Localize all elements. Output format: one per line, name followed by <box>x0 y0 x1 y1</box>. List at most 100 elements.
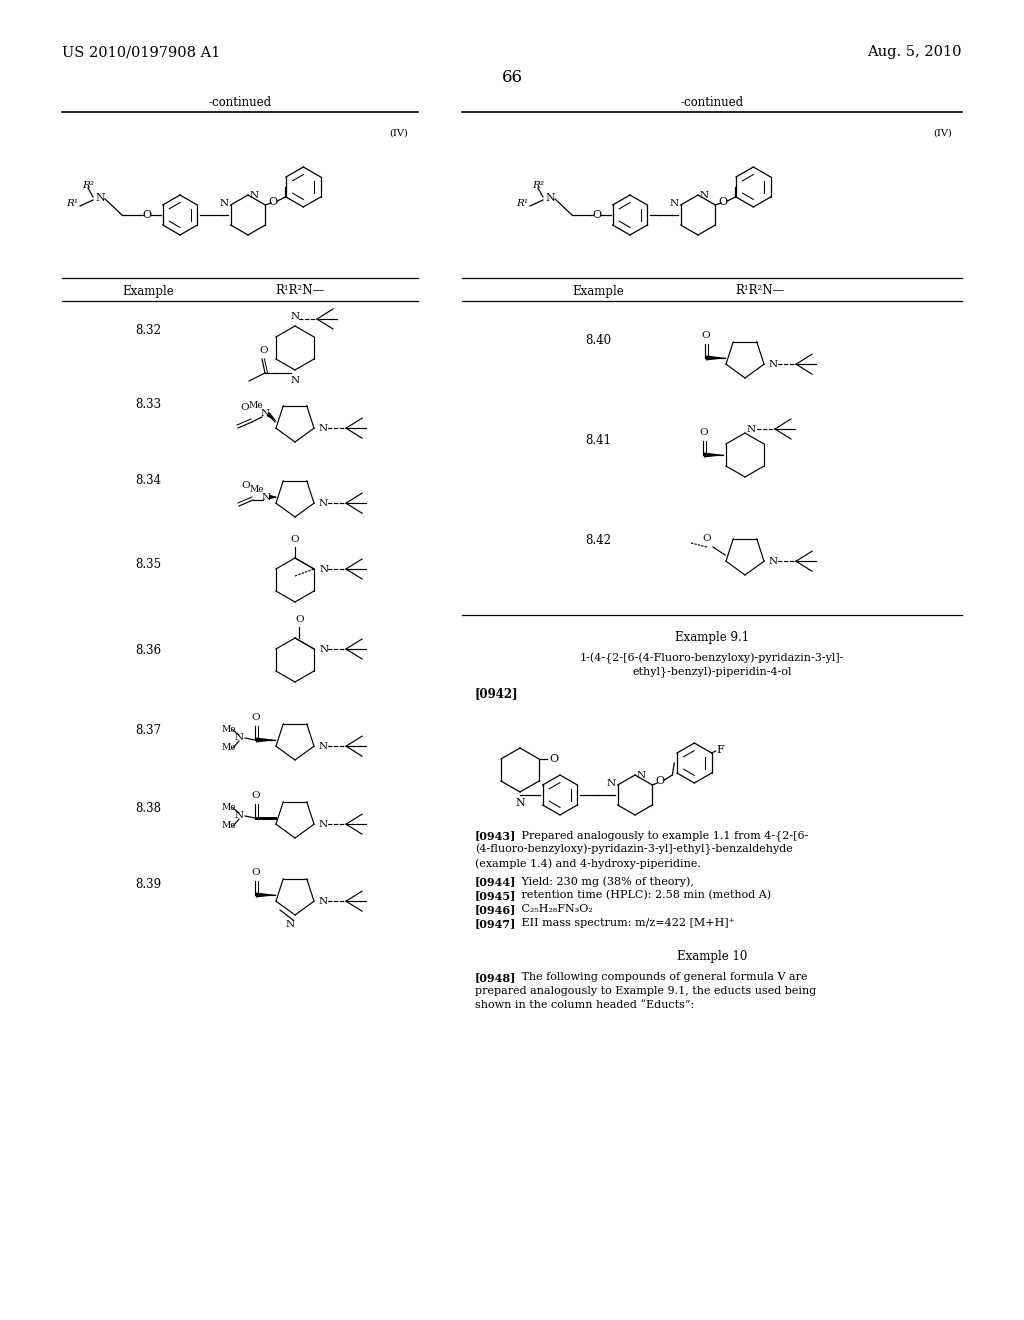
Text: O: O <box>241 403 249 412</box>
Polygon shape <box>266 412 278 422</box>
Text: The following compounds of general formula V are: The following compounds of general formu… <box>511 972 808 982</box>
Text: EII mass spectrum: m/z=422 [M+H]⁺: EII mass spectrum: m/z=422 [M+H]⁺ <box>511 917 734 928</box>
Text: N: N <box>250 190 259 199</box>
Text: N: N <box>700 190 710 199</box>
Text: O: O <box>252 713 260 722</box>
Text: [0947]: [0947] <box>475 917 516 929</box>
Text: 8.41: 8.41 <box>585 433 611 446</box>
Text: O: O <box>655 776 665 785</box>
Text: N: N <box>746 425 756 433</box>
Text: O: O <box>252 791 260 800</box>
Text: N: N <box>768 557 777 566</box>
Text: Example 9.1: Example 9.1 <box>675 631 750 644</box>
Text: 8.39: 8.39 <box>135 879 161 891</box>
Text: N: N <box>318 424 327 433</box>
Text: Example: Example <box>572 285 624 297</box>
Text: N: N <box>261 492 270 502</box>
Text: N: N <box>319 644 328 653</box>
Text: N: N <box>606 780 615 788</box>
Text: [0942]: [0942] <box>475 688 518 701</box>
Text: N: N <box>768 359 777 368</box>
Text: O: O <box>242 480 250 490</box>
Text: Me: Me <box>221 821 237 830</box>
Text: [0945]: [0945] <box>475 890 516 902</box>
Polygon shape <box>706 355 727 360</box>
Text: Prepared analogously to example 1.1 from 4-{2-[6-: Prepared analogously to example 1.1 from… <box>511 830 808 841</box>
Text: N: N <box>318 499 327 508</box>
Text: (4-fluoro-benzyloxy)-pyridazin-3-yl]-ethyl}-benzaldehyde: (4-fluoro-benzyloxy)-pyridazin-3-yl]-eth… <box>475 843 793 855</box>
Text: O: O <box>701 331 711 341</box>
Text: R²: R² <box>532 181 544 190</box>
Text: 8.32: 8.32 <box>135 323 161 337</box>
Text: O: O <box>719 197 728 207</box>
Text: 66: 66 <box>502 70 522 87</box>
Text: 8.35: 8.35 <box>135 558 161 572</box>
Text: 8.34: 8.34 <box>135 474 161 487</box>
Text: Aug. 5, 2010: Aug. 5, 2010 <box>867 45 962 59</box>
Text: O: O <box>702 535 712 543</box>
Text: N: N <box>545 193 555 203</box>
Text: [0943]: [0943] <box>475 830 516 841</box>
Text: R²: R² <box>82 181 94 190</box>
Text: N: N <box>286 920 295 929</box>
Text: R¹: R¹ <box>516 198 528 207</box>
Text: shown in the column headed “Educts”:: shown in the column headed “Educts”: <box>475 1001 694 1010</box>
Text: O: O <box>291 536 299 544</box>
Text: N: N <box>670 199 679 209</box>
Text: (IV): (IV) <box>389 128 408 137</box>
Text: C₂₅H₂₈FN₃O₂: C₂₅H₂₈FN₃O₂ <box>511 904 593 913</box>
Text: R¹R²N—: R¹R²N— <box>735 285 784 297</box>
Text: N: N <box>234 812 244 821</box>
Polygon shape <box>269 495 278 499</box>
Text: (IV): (IV) <box>933 128 952 137</box>
Text: O: O <box>296 615 304 624</box>
Text: [0948]: [0948] <box>475 972 516 983</box>
Text: O: O <box>252 869 260 876</box>
Text: Me: Me <box>221 726 237 734</box>
Polygon shape <box>256 892 278 898</box>
Text: [0946]: [0946] <box>475 904 516 915</box>
Text: N: N <box>318 742 327 751</box>
Text: N: N <box>515 799 525 808</box>
Text: 8.36: 8.36 <box>135 644 161 656</box>
Text: N: N <box>291 376 300 385</box>
Text: O: O <box>259 346 268 355</box>
Text: 8.42: 8.42 <box>585 533 611 546</box>
Text: N: N <box>219 199 228 209</box>
Text: N: N <box>637 771 646 780</box>
Text: O: O <box>268 197 278 207</box>
Text: Example: Example <box>122 285 174 297</box>
Text: Me: Me <box>249 401 263 411</box>
Text: O: O <box>593 210 601 220</box>
Text: O: O <box>549 754 558 764</box>
Text: [0944]: [0944] <box>475 876 516 887</box>
Text: F: F <box>717 744 724 755</box>
Text: N: N <box>95 193 104 203</box>
Text: 8.37: 8.37 <box>135 723 161 737</box>
Text: Me: Me <box>221 743 237 752</box>
Text: N: N <box>260 409 269 418</box>
Text: Me: Me <box>250 484 264 494</box>
Text: 8.33: 8.33 <box>135 399 161 412</box>
Text: N: N <box>234 734 244 742</box>
Text: (example 1.4) and 4-hydroxy-piperidine.: (example 1.4) and 4-hydroxy-piperidine. <box>475 858 700 869</box>
Text: Yield: 230 mg (38% of theory),: Yield: 230 mg (38% of theory), <box>511 876 694 887</box>
Text: 8.40: 8.40 <box>585 334 611 346</box>
Text: Example 10: Example 10 <box>677 950 748 964</box>
Polygon shape <box>256 738 278 742</box>
Text: R¹: R¹ <box>66 198 78 207</box>
Text: -continued: -continued <box>680 95 743 108</box>
Polygon shape <box>705 453 725 458</box>
Text: O: O <box>142 210 152 220</box>
Text: 8.38: 8.38 <box>135 801 161 814</box>
Text: O: O <box>699 428 709 437</box>
Text: retention time (HPLC): 2.58 min (method A): retention time (HPLC): 2.58 min (method … <box>511 890 771 900</box>
Text: N: N <box>291 312 300 321</box>
Text: US 2010/0197908 A1: US 2010/0197908 A1 <box>62 45 220 59</box>
Text: ethyl}-benzyl)-piperidin-4-ol: ethyl}-benzyl)-piperidin-4-ol <box>632 667 792 677</box>
Text: N: N <box>318 820 327 829</box>
Text: -continued: -continued <box>209 95 271 108</box>
Text: R¹R²N—: R¹R²N— <box>275 285 325 297</box>
Text: N: N <box>318 896 327 906</box>
Text: Me: Me <box>221 804 237 813</box>
